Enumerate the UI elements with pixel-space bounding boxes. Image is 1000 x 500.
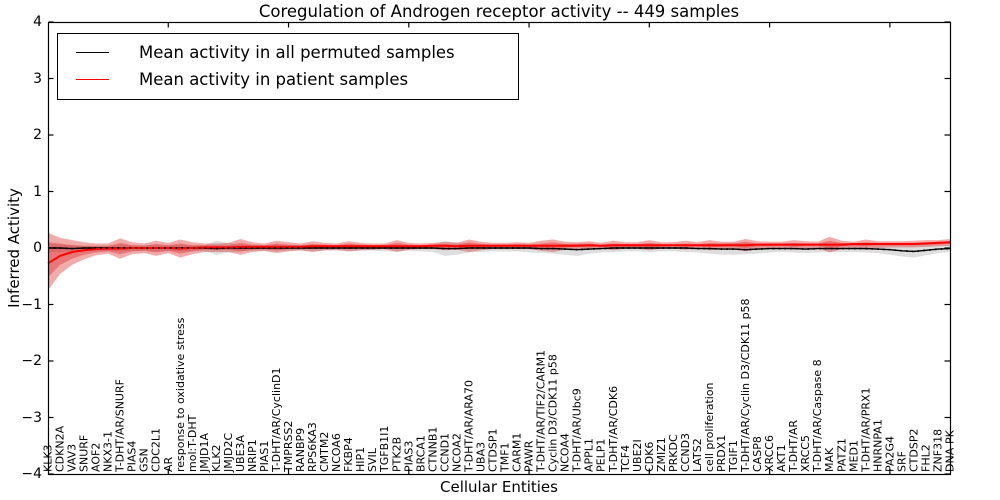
x-category-label: PATZ1	[835, 438, 849, 472]
x-category-label: TGIF1	[727, 440, 740, 472]
y-tick-label: −4	[21, 466, 42, 482]
x-category-label: BRCA1	[414, 435, 428, 472]
x-category-label: T-DHT/AR/PRX1	[859, 387, 873, 472]
y-tick-label: −1	[21, 296, 42, 313]
chart-title: Coregulation of Androgen receptor activi…	[258, 2, 740, 21]
x-category-label: NCOA2	[450, 433, 464, 472]
x-category-label: MED1	[847, 440, 861, 472]
x-category-label: TMF1	[498, 442, 512, 472]
patient-mean-line	[47, 241, 951, 265]
x-category-label: GSN	[137, 448, 151, 472]
x-category-label: CDK6	[642, 441, 656, 472]
band-1-patient-samples-outer-range	[48, 232, 950, 291]
x-category-label: FKBP4	[342, 437, 356, 472]
x-category-label: LATS2	[690, 438, 704, 472]
x-category-label: UBA3	[474, 441, 488, 472]
legend-entry-permuted: Mean activity in all permuted samples	[58, 39, 518, 66]
x-category-label: T-DHT/AR	[787, 419, 801, 472]
x-category-label: T-DHT/AR/TIF2/CARM1	[534, 349, 548, 472]
y-tick-label: 3	[33, 70, 42, 87]
x-category-label: XRCC6	[763, 435, 777, 472]
x-category-label: PRDX1	[715, 434, 728, 472]
x-axis-label: Cellular Entities	[440, 478, 558, 496]
y-tick-label: 2	[33, 127, 42, 143]
x-category-label: CCND3	[678, 432, 692, 472]
x-category-label: CMTM2	[318, 431, 332, 472]
x-category-label: KLK2	[209, 444, 223, 472]
x-category-label: CASP8	[751, 436, 765, 472]
permuted-line-sample	[76, 52, 109, 53]
x-category-label: PA2G4	[883, 436, 897, 472]
legend-entry-patient: Mean activity in patient samples	[58, 66, 518, 93]
x-category-label: FHL2	[919, 444, 933, 472]
x-category-label: SNURF	[77, 434, 91, 472]
x-category-label: PIAS4	[125, 440, 139, 472]
x-category-label: CARM1	[510, 432, 524, 472]
x-category-label: CTDSP2	[907, 428, 921, 472]
x-category-label: TGFB1I1	[378, 425, 392, 472]
x-category-label: KLK3	[41, 444, 55, 472]
x-category-label: PRKDC	[666, 434, 680, 472]
x-category-label: MAK	[823, 447, 837, 472]
x-category-label: UBE2I	[630, 439, 644, 472]
x-category-label: TMPRSS2	[282, 420, 295, 472]
x-category-label: PAWR	[522, 440, 536, 472]
x-category-label: T-DHT/AR/ARA70	[462, 380, 476, 472]
x-category-label: HNRNPA1	[871, 419, 885, 472]
x-category-label: XRCC5	[799, 435, 813, 472]
band-2-patient-samples-inner-range	[48, 240, 950, 278]
x-category-label: UBE3A	[233, 434, 247, 472]
x-category-label: DNA-PK	[943, 430, 957, 472]
x-category-label: JMJD2C	[221, 432, 235, 472]
x-category-label: RANBP9	[294, 427, 308, 472]
x-category-label: AKT1	[775, 444, 789, 472]
x-category-label: T-DHT/AR/CyclinD1	[270, 367, 283, 472]
x-category-label: ZNF318	[931, 428, 945, 472]
x-category-label: TCF4	[618, 444, 632, 472]
x-category-label: AR	[161, 456, 175, 472]
y-tick-label: −3	[21, 409, 42, 426]
y-tick-label: −2	[21, 353, 42, 369]
x-category-label: VAV3	[65, 443, 79, 472]
legend-label-permuted: Mean activity in all permuted samples	[139, 43, 455, 62]
x-category-label: CDC2L1	[149, 428, 163, 472]
x-category-label: ZMIZ1	[654, 437, 668, 472]
x-category-label: T-DHT/AR/Caspase 8	[811, 359, 825, 472]
x-category-label: RPS6KA3	[306, 422, 320, 472]
x-category-label: NCOA4	[558, 433, 572, 472]
x-category-label: PTK2B	[390, 436, 404, 472]
x-category-label: APPL1	[582, 438, 596, 472]
legend-label-patient: Mean activity in patient samples	[139, 70, 409, 89]
x-category-label: mol:T-DHT	[185, 414, 199, 472]
x-category-label: PIAS1	[258, 440, 271, 472]
x-category-label: T-DHT/AR/Cyclin D3/CDK11 p58	[739, 298, 752, 472]
x-category-label: response to oxidative stress	[173, 317, 187, 472]
x-category-label: AOF2	[89, 442, 103, 472]
x-category-label: T-DHT/AR/Ubc9	[570, 388, 584, 472]
x-category-label: CCND1	[438, 432, 452, 472]
x-category-label: JMJD1A	[197, 433, 211, 472]
x-category-label: T-DHT/AR/SNURF	[113, 379, 127, 472]
x-category-label: CTDSP1	[486, 428, 500, 472]
y-tick-label: 0	[33, 240, 42, 256]
x-category-label: SVIL	[366, 448, 380, 472]
x-category-label: SRF	[895, 451, 909, 472]
x-category-label: PELP1	[594, 438, 608, 472]
x-category-label: NKX3-1	[101, 431, 115, 472]
x-category-label: HIP1	[354, 446, 368, 472]
x-category-label: NRIP1	[246, 439, 259, 472]
x-category-label: cell proliferation	[703, 382, 716, 472]
y-tick-label: 4	[33, 14, 42, 30]
legend: Mean activity in all permuted samples Me…	[57, 33, 519, 100]
x-category-label: Cyclin D3/CDK11 p58	[546, 354, 560, 472]
y-tick-label: 1	[33, 183, 42, 200]
x-category-label: CDKN2A	[53, 425, 67, 472]
patient-line-sample	[76, 79, 109, 80]
x-category-label: T-DHT/AR/CDK6	[606, 385, 620, 472]
x-category-label: NCOA6	[330, 433, 344, 472]
x-category-label: PIAS3	[402, 440, 416, 472]
x-category-label: CTNNB1	[426, 426, 440, 472]
